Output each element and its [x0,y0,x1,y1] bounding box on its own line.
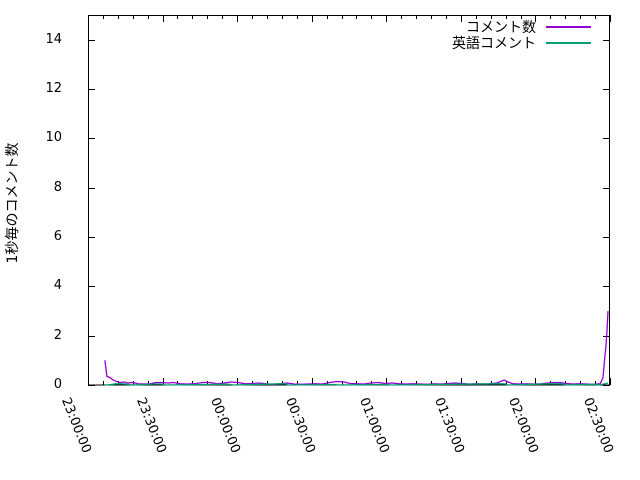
legend-label: 英語コメント [452,35,536,52]
y-tick-label: 12 [45,81,62,96]
y-tick-label: 0 [53,377,62,392]
legend-row: 英語コメント [452,35,591,52]
legend: コメント数 英語コメント [452,19,591,52]
legend-row: コメント数 [452,19,591,36]
legend-line-sample [546,25,591,28]
y-tick-label: 4 [53,278,62,294]
plot-border [88,15,610,386]
y-tick-label: 6 [53,229,62,244]
data-series [104,310,609,386]
series-line [104,382,609,386]
y-tick-label: 8 [53,179,62,195]
series-line [104,310,609,385]
y-tick-label: 14 [45,31,62,47]
legend-label: コメント数 [466,19,536,36]
axis-ticks [88,15,611,386]
y-axis-label: 1秒毎のコメント数 [5,142,21,264]
y-tick-label: 10 [45,130,62,146]
y-tick-label: 2 [53,327,62,343]
legend-line-sample [546,41,591,44]
